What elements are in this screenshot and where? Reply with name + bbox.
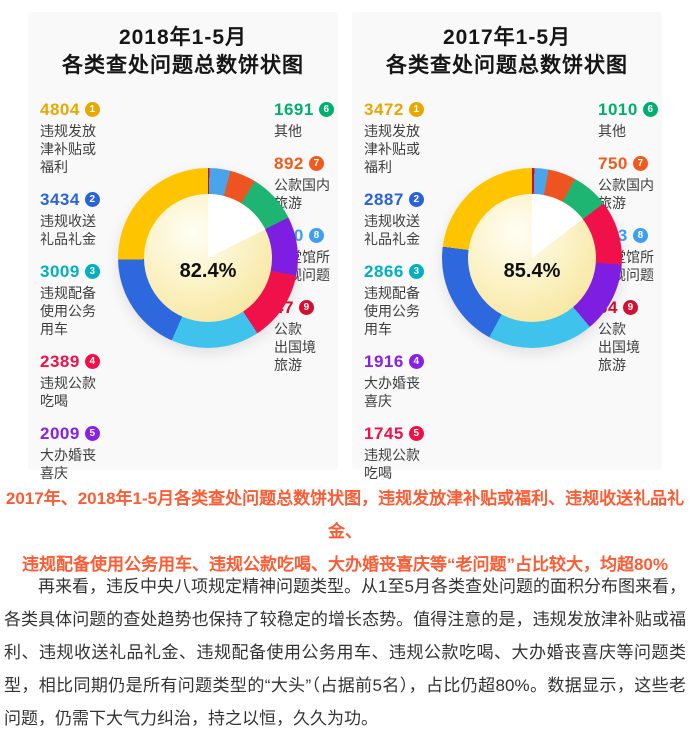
legend-item: 3434 2 违规收送 礼品礼金 [40, 190, 136, 248]
legend-value: 750 [598, 153, 628, 173]
legend-value: 3009 [40, 261, 80, 281]
donut-inner-disc: 82.4% [144, 194, 272, 322]
chart-panel-2018: 2018年1-5月 各类查处问题总数饼状图 4804 1 违规发放 津补贴或 福利 343… [28, 12, 338, 481]
article-paragraph: 再来看，违反中央八项规定精神问题类型。从1至5月各类查处问题的面积分布图来看，各… [4, 577, 686, 728]
legend-item: 2887 2 违规收送 礼品礼金 [364, 190, 460, 248]
legend-value: 1916 [364, 351, 404, 371]
legend-label: 违规发放 津补贴或 福利 [364, 123, 420, 175]
legend-rank-badge: 2 [84, 192, 100, 207]
legend-label: 违规配备 使用公务 用车 [40, 285, 96, 337]
legend-rank-badge: 8 [308, 228, 324, 243]
legend-label: 违规公款 吃喝 [364, 447, 420, 481]
legend-label: 其他 [598, 123, 626, 139]
legend-item: 3472 1 违规发放 津补贴或 福利 [364, 100, 460, 176]
donut-inner-disc: 85.4% [468, 194, 596, 322]
chart-title-year: 2018年1-5月 [118, 26, 248, 49]
legend-item: 47 9 公款 出国境 旅游 [274, 298, 336, 374]
chart-title-subtitle: 各类查处问题总数饼状图 [62, 54, 304, 77]
donut-center-percent: 82.4% [179, 259, 237, 282]
legend-item: 892 7 公款国内 旅游 [274, 154, 336, 212]
donut-remainder-wedge [468, 194, 596, 322]
figure-caption: 2017年、2018年1-5月各类查处问题总数饼状图，违规发放津补贴或福利、违规… [0, 482, 690, 581]
legend-rank-badge: 4 [408, 354, 424, 369]
donut-remainder-wedge [144, 194, 272, 322]
legend-label: 大办婚丧 喜庆 [40, 447, 96, 481]
legend-label: 公款国内 旅游 [274, 177, 330, 211]
legend-label: 违规收送 礼品礼金 [364, 213, 420, 247]
legend-rank-badge: 5 [408, 426, 424, 441]
legend-value: 2887 [364, 189, 404, 209]
legend-rank-badge: 6 [318, 102, 334, 117]
legend-column-left-2017: 3472 1 违规发放 津补贴或 福利 2887 2 违规收送 礼品礼金 2866 3 违规配备 使用公… [364, 100, 460, 482]
legend-label: 公款国内 旅游 [598, 177, 654, 211]
legend-item: 1916 4 大办婚丧 喜庆 [364, 352, 460, 410]
legend-value: 2389 [40, 351, 80, 371]
legend-value: 3472 [364, 99, 404, 119]
legend-label: 违规配备 使用公务 用车 [364, 285, 420, 337]
legend-item: 2866 3 违规配备 使用公务 用车 [364, 262, 460, 338]
legend-value: 1745 [364, 423, 404, 443]
chart-panel-2017: 2017年1-5月 各类查处问题总数饼状图 3472 1 违规发放 津补贴或 福利 288… [352, 12, 662, 481]
legend-item: 64 9 公款 出国境 旅游 [598, 298, 660, 374]
legend-column-left-2018: 4804 1 违规发放 津补贴或 福利 3434 2 违规收送 礼品礼金 3009 3 违规配备 使用公… [40, 100, 136, 482]
figure-caption-line1: 2017年、2018年1-5月各类查处问题总数饼状图，违规发放津补贴或福利、违规… [5, 489, 685, 541]
legend-rank-badge: 3 [84, 264, 100, 279]
legend-value: 2009 [40, 423, 80, 443]
legend-rank-badge: 4 [84, 354, 100, 369]
legend-value: 3434 [40, 189, 80, 209]
legend-label: 违规公款 吃喝 [40, 375, 96, 409]
legend-rank-badge: 1 [408, 102, 424, 117]
chart-title-2017: 2017年1-5月 各类查处问题总数饼状图 [352, 12, 662, 80]
legend-rank-badge: 2 [408, 192, 424, 207]
chart-title-year: 2017年1-5月 [442, 26, 572, 49]
legend-rank-badge: 7 [308, 156, 324, 171]
legend-item: 2009 5 大办婚丧 喜庆 [40, 424, 136, 482]
legend-column-right-2018: 16916其他8927公款国内旅游7108楼堂馆所违规问题479公款出国境旅游 [274, 100, 336, 374]
legend-item: 1691 6 其他 [274, 100, 336, 140]
legend-column-right-2017: 10106其他7507公款国内旅游3838楼堂馆所违规问题649公款出国境旅游 [598, 100, 660, 374]
legend-rank-badge: 3 [408, 264, 424, 279]
legend-label: 公款 出国境 旅游 [274, 321, 316, 373]
legend-value: 2866 [364, 261, 404, 281]
legend-label: 违规收送 礼品礼金 [40, 213, 96, 247]
legend-item: 750 7 公款国内 旅游 [598, 154, 660, 212]
legend-label: 其他 [274, 123, 302, 139]
legend-rank-badge: 5 [84, 426, 100, 441]
legend-item: 1010 6 其他 [598, 100, 660, 140]
legend-rank-badge: 7 [632, 156, 648, 171]
legend-label: 公款 出国境 旅游 [598, 321, 640, 373]
legend-rank-badge: 8 [632, 228, 648, 243]
chart-title-2018: 2018年1-5月 各类查处问题总数饼状图 [28, 12, 338, 80]
donut-chart-2017: 85.4% [442, 168, 622, 348]
legend-value: 1691 [274, 99, 314, 119]
legend-value: 1010 [598, 99, 638, 119]
legend-rank-badge: 9 [622, 300, 638, 315]
donut-center-percent: 85.4% [503, 259, 561, 282]
legend-rank-badge: 6 [642, 102, 658, 117]
legend-item: 3009 3 违规配备 使用公务 用车 [40, 262, 136, 338]
legend-value: 4804 [40, 99, 80, 119]
legend-label: 违规发放 津补贴或 福利 [40, 123, 96, 175]
figure-caption-line2: 违规配备使用公务用车、违规公款吃喝、大办婚丧喜庆等“老问题”占比较大，均超80% [21, 555, 669, 574]
chart-title-subtitle: 各类查处问题总数饼状图 [386, 54, 628, 77]
legend-item: 2389 4 违规公款 吃喝 [40, 352, 136, 410]
legend-rank-badge: 9 [298, 300, 314, 315]
legend-rank-badge: 1 [84, 102, 100, 117]
legend-item: 1745 5 违规公款 吃喝 [364, 424, 460, 482]
legend-label: 大办婚丧 喜庆 [364, 375, 420, 409]
charts-row: 2018年1-5月 各类查处问题总数饼状图 4804 1 违规发放 津补贴或 福利 343… [28, 12, 662, 481]
legend-value: 892 [274, 153, 304, 173]
donut-chart-2018: 82.4% [118, 168, 298, 348]
legend-item: 4804 1 违规发放 津补贴或 福利 [40, 100, 136, 176]
